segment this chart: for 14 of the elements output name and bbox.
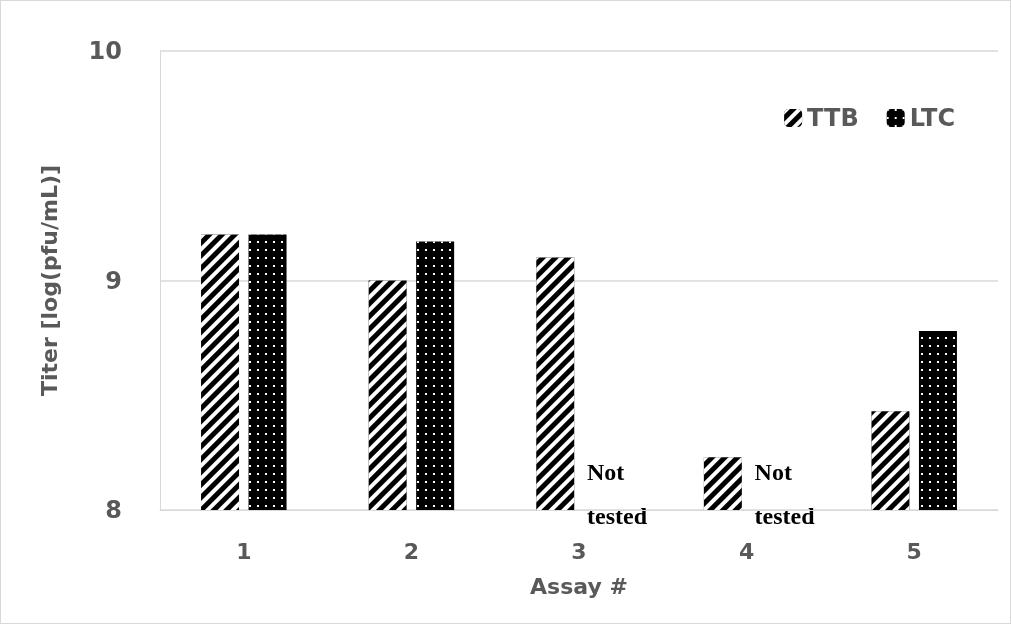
y-tick-label: 10	[88, 37, 122, 65]
annotation: Not tested	[587, 459, 648, 529]
x-tick-label: 5	[906, 538, 922, 564]
x-tick-label: 1	[236, 538, 252, 564]
legend-label: LTC	[909, 104, 956, 132]
x-tick-label: 4	[738, 538, 755, 564]
x-tick-label: 3	[571, 538, 587, 564]
x-tick-label: 2	[403, 538, 420, 564]
y-axis-title: Titer [log(pfu/mL)]	[36, 164, 62, 397]
legend-label: TTB	[807, 104, 859, 132]
x-axis-title: Assay #	[530, 573, 628, 599]
annotation: Not tested	[754, 459, 816, 529]
y-tick-label: 9	[105, 266, 122, 295]
y-tick-label: 8	[105, 496, 122, 524]
